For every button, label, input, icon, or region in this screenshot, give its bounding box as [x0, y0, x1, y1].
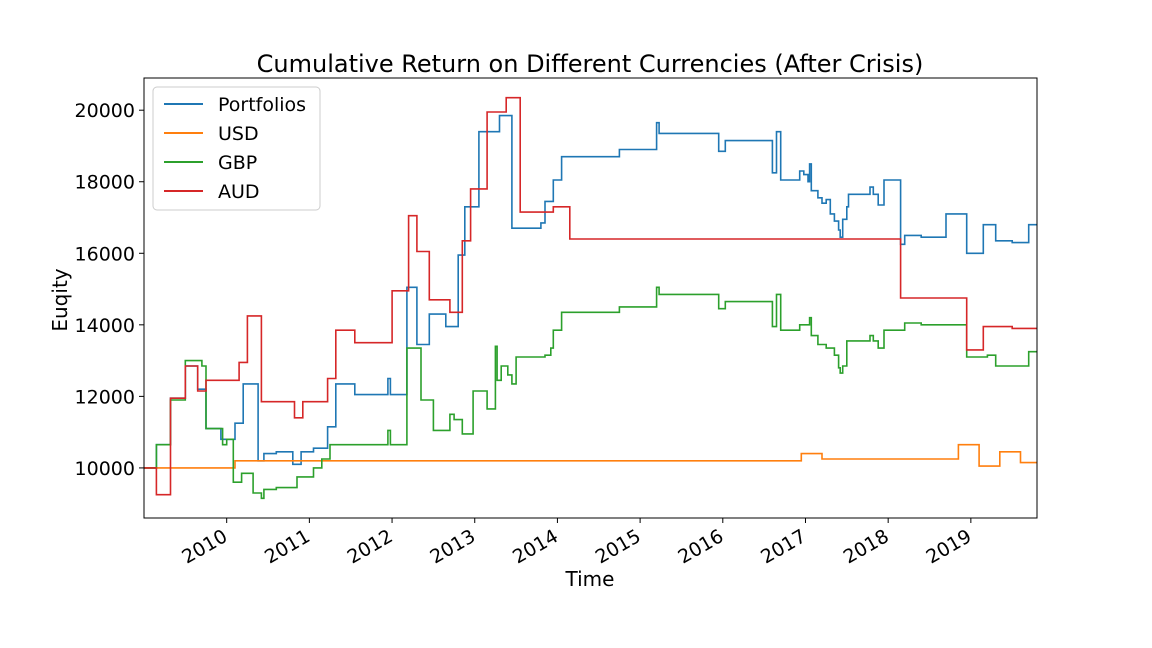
y-tick-label: 14000	[75, 315, 135, 337]
y-tick-label: 20000	[75, 100, 135, 122]
x-tick-label: 2016	[674, 525, 727, 568]
legend-label-usd: USD	[218, 123, 259, 145]
plot-lines	[144, 96, 1037, 500]
legend-box	[152, 86, 321, 211]
y-tick-label: 12000	[75, 386, 135, 408]
legend-label-aud: AUD	[218, 181, 260, 203]
y-tick-label: 10000	[75, 458, 135, 480]
x-tick-label: 2013	[426, 525, 479, 568]
x-axis-label: Time	[565, 567, 615, 591]
y-axis: 10000 12000 14000 16000 18000 20000	[75, 100, 144, 480]
plot-frame	[143, 77, 1038, 519]
x-tick-label: 2019	[922, 525, 975, 568]
x-tick-label: 2014	[509, 525, 562, 568]
x-tick-label: 2015	[592, 525, 645, 568]
y-axis-label: Euqity	[48, 268, 72, 331]
x-tick-label: 2011	[261, 525, 314, 568]
series-line-usd	[144, 443, 1037, 469]
x-axis: 2010 2011 2012 2013 2014 2015 2016 2017 2018 2019	[178, 518, 975, 569]
legend: Portfolios USD GBP AUD	[152, 86, 321, 211]
chart-title: Cumulative Return on Different Currencie…	[257, 50, 924, 78]
series-line-aud	[144, 96, 1037, 496]
y-tick-label: 16000	[75, 243, 135, 265]
y-tick-label: 18000	[75, 172, 135, 194]
x-tick-label: 2018	[840, 525, 893, 568]
x-tick-label: 2012	[344, 525, 397, 568]
x-tick-label: 2017	[757, 525, 810, 568]
legend-label-portfolios: Portfolios	[218, 94, 306, 116]
x-tick-label: 2010	[178, 525, 231, 568]
series-line-portfolios	[144, 114, 1037, 469]
legend-label-gbp: GBP	[218, 152, 257, 174]
series-line-gbp	[144, 286, 1037, 500]
